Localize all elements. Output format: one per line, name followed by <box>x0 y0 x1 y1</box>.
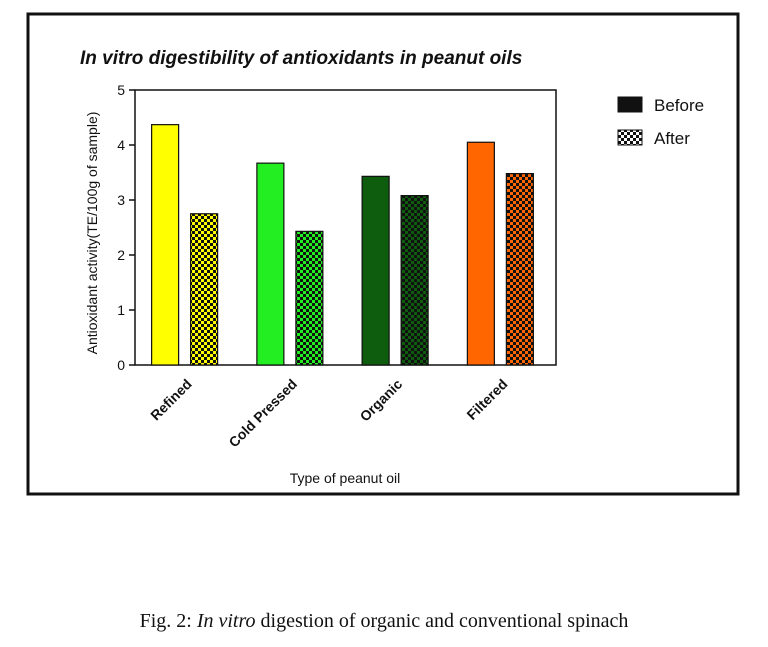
bar-organic-before <box>361 175 390 366</box>
y-tick-label: 4 <box>117 137 125 153</box>
bar-organic-after <box>400 195 429 366</box>
caption-suffix: digestion of organic and conventional sp… <box>256 610 629 632</box>
y-tick-label: 5 <box>117 82 125 98</box>
figure-caption: Fig. 2: In vitro digestion of organic an… <box>140 610 629 632</box>
y-axis-label: Antioxidant activity(TE/100g of sample) <box>84 112 100 355</box>
bar-filtered-after <box>505 173 534 366</box>
bar-filtered-before <box>466 141 495 366</box>
y-axis: 0 1 2 3 4 5 <box>117 82 135 373</box>
chart-title: In vitro digestibility of antioxidants i… <box>80 48 522 69</box>
legend-label-before: Before <box>654 96 704 115</box>
plot-area <box>134 89 557 366</box>
caption-italic: In vitro <box>196 610 256 632</box>
bar-cold-pressed-after <box>295 230 324 366</box>
caption-prefix: Fig. 2: <box>140 610 197 632</box>
y-tick-label: 2 <box>117 247 125 263</box>
bar-refined-before <box>151 124 180 366</box>
x-axis-label: Type of peanut oil <box>290 470 401 486</box>
legend-swatch-before <box>617 96 643 113</box>
bar-cold-pressed-before <box>256 162 285 366</box>
legend: Before After <box>617 96 704 148</box>
bars-group <box>151 124 534 366</box>
legend-swatch-after <box>617 129 643 146</box>
bar-refined-after <box>190 213 219 366</box>
y-tick-label: 0 <box>117 357 125 373</box>
y-tick-label: 3 <box>117 192 125 208</box>
y-tick-label: 1 <box>117 302 125 318</box>
legend-label-after: After <box>654 129 690 148</box>
